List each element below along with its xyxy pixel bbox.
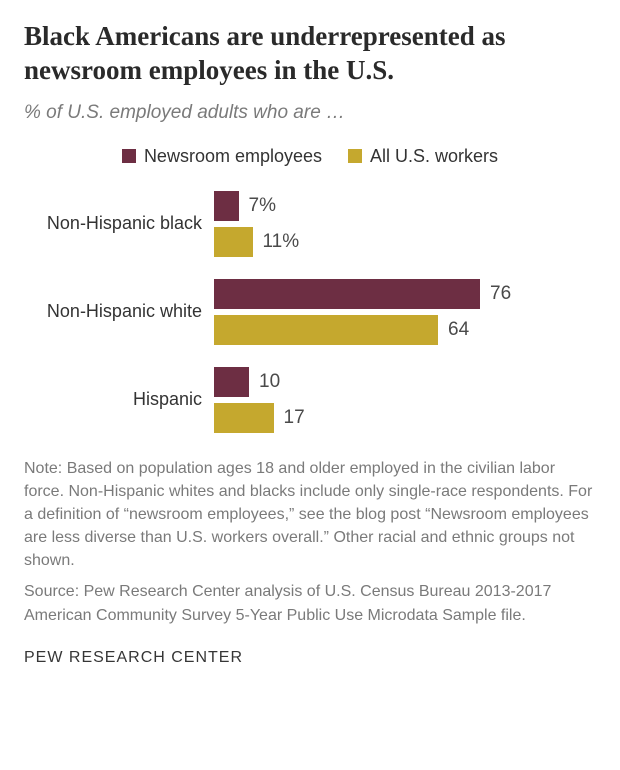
footer-attribution: PEW RESEARCH CENTER xyxy=(24,649,596,667)
bar-row: Non-Hispanic black7% xyxy=(24,191,596,221)
bar-row: Hispanic10 xyxy=(24,367,596,397)
legend-item-series1: Newsroom employees xyxy=(122,146,322,167)
category-label: Non-Hispanic white xyxy=(24,301,214,322)
bar-value-label: 76 xyxy=(490,283,511,305)
bar-value-label: 11% xyxy=(263,231,300,253)
bar-value-label: 10 xyxy=(259,371,280,393)
legend-label-series2: All U.S. workers xyxy=(370,146,498,167)
bar-series2 xyxy=(214,403,274,433)
bar-value-label: 17 xyxy=(284,407,305,429)
bar-series1 xyxy=(214,367,249,397)
bar-wrap: 76 xyxy=(214,279,596,309)
bar-value-label: 64 xyxy=(448,319,469,341)
bar-row: Non-Hispanic white76 xyxy=(24,279,596,309)
legend-swatch-series2 xyxy=(348,149,362,163)
bar-group: Non-Hispanic black7%11% xyxy=(24,191,596,257)
legend: Newsroom employees All U.S. workers xyxy=(24,146,596,167)
legend-label-series1: Newsroom employees xyxy=(144,146,322,167)
chart-source: Source: Pew Research Center analysis of … xyxy=(24,580,596,626)
category-label: Hispanic xyxy=(24,389,214,410)
bar-wrap: 7% xyxy=(214,191,596,221)
bar-wrap: 11% xyxy=(214,227,596,257)
chart-title: Black Americans are underrepresented as … xyxy=(24,20,596,88)
bar-series2 xyxy=(214,315,438,345)
bar-value-label: 7% xyxy=(249,195,276,217)
bar-group: Hispanic1017 xyxy=(24,367,596,433)
legend-swatch-series1 xyxy=(122,149,136,163)
bar-series1 xyxy=(214,279,480,309)
bar-wrap: 10 xyxy=(214,367,596,397)
bar-series1 xyxy=(214,191,239,221)
chart-subtitle: % of U.S. employed adults who are … xyxy=(24,102,596,124)
bar-group: Non-Hispanic white7664 xyxy=(24,279,596,345)
bar-series2 xyxy=(214,227,253,257)
category-label: Non-Hispanic black xyxy=(24,213,214,234)
bar-chart: Non-Hispanic black7%11%Non-Hispanic whit… xyxy=(24,191,596,433)
bar-wrap: 64 xyxy=(214,315,596,345)
legend-item-series2: All U.S. workers xyxy=(348,146,498,167)
chart-note: Note: Based on population ages 18 and ol… xyxy=(24,457,596,573)
bar-wrap: 17 xyxy=(214,403,596,433)
